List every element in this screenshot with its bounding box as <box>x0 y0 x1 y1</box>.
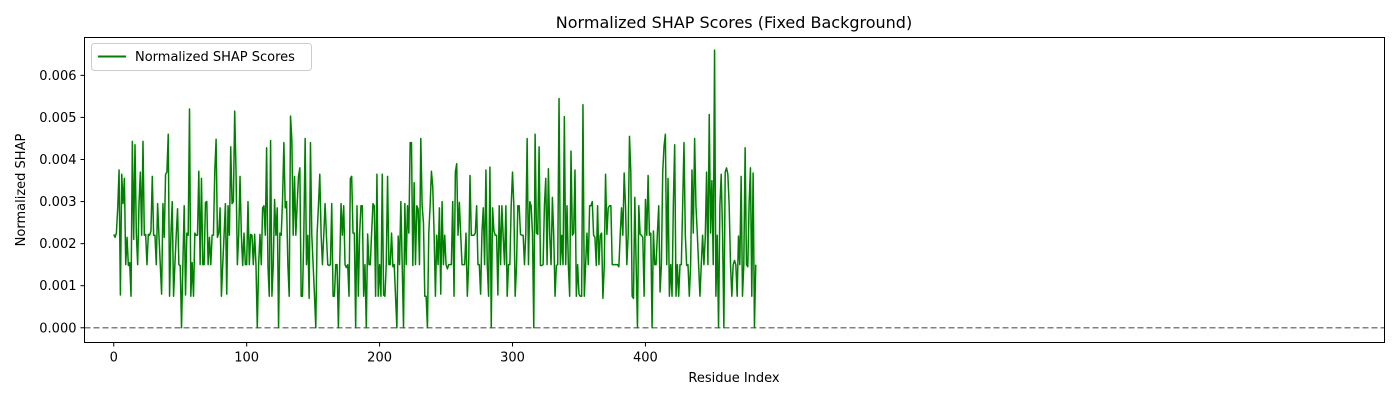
chart-title: Normalized SHAP Scores (Fixed Background… <box>556 13 912 32</box>
legend: Normalized SHAP Scores <box>91 43 312 71</box>
x-tick-label: 100 <box>234 351 259 366</box>
y-axis-label: Normalized SHAP <box>14 134 29 247</box>
x-tick-label: 0 <box>110 351 118 366</box>
series-line-normalized-shap <box>113 49 757 329</box>
x-axis-label: Residue Index <box>688 371 780 386</box>
y-tick-label: 0.001 <box>39 279 76 294</box>
y-tick-label: 0.000 <box>39 321 76 336</box>
y-tick-label: 0.005 <box>39 111 76 126</box>
y-tick-label: 0.006 <box>39 69 76 84</box>
plot-frame <box>84 37 1385 343</box>
y-tick-label: 0.002 <box>39 237 76 252</box>
x-tick-label: 200 <box>367 351 392 366</box>
y-tick-label: 0.003 <box>39 195 76 210</box>
legend-box <box>91 43 312 71</box>
x-tick-label: 400 <box>633 351 658 366</box>
legend-label: Normalized SHAP Scores <box>135 50 295 65</box>
y-tick-label: 0.004 <box>39 153 76 168</box>
x-tick-label: 300 <box>500 351 525 366</box>
